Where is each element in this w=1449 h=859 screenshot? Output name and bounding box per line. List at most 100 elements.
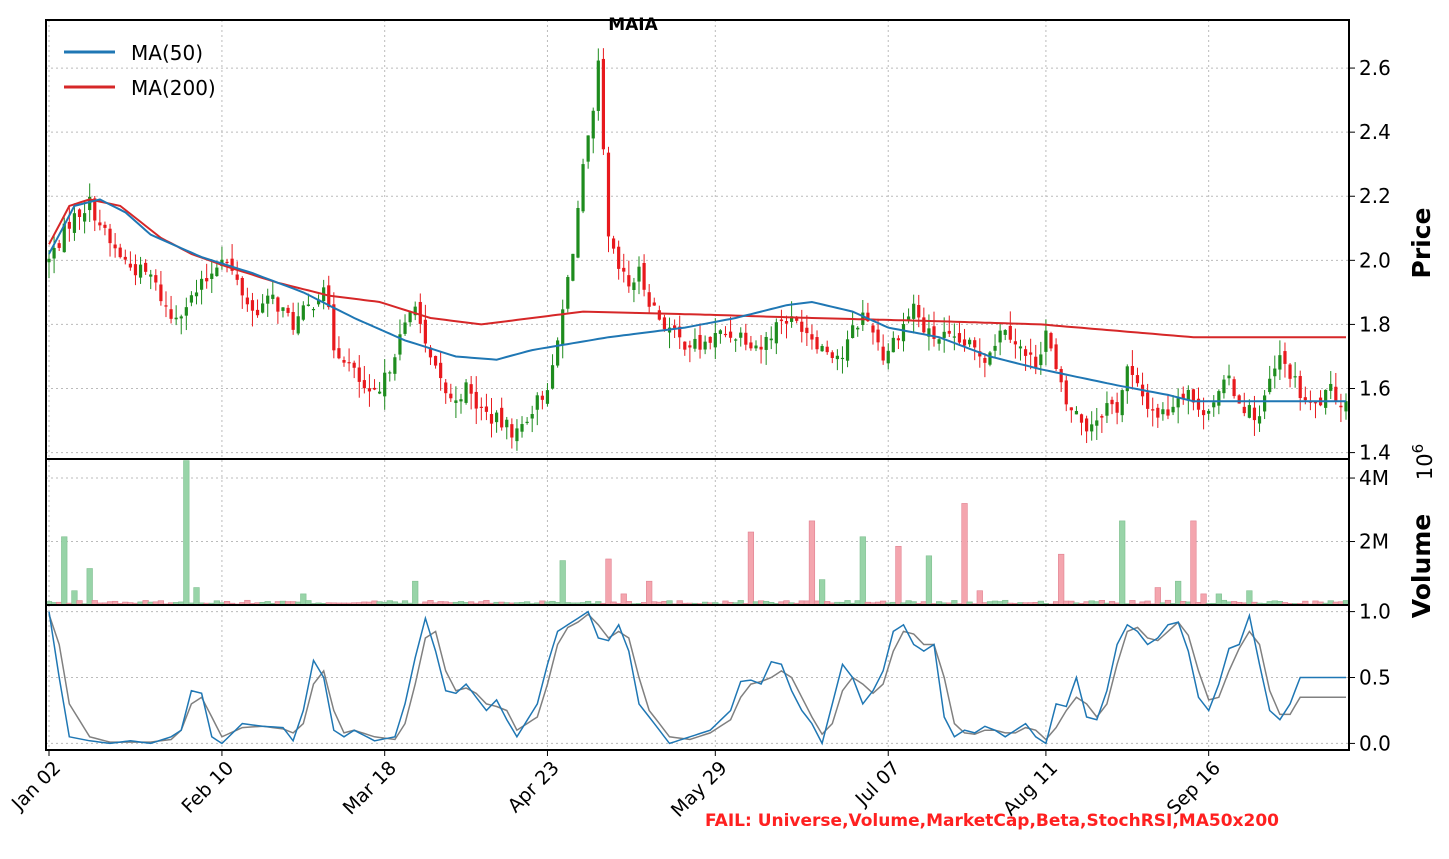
candle-body — [1252, 407, 1257, 421]
price-tick-label: 1.6 — [1359, 377, 1391, 401]
candle-body — [1242, 406, 1246, 414]
volume-bar — [605, 558, 612, 606]
candle-body — [398, 334, 402, 355]
candle-body — [978, 351, 982, 357]
candle-body — [922, 317, 926, 333]
candle-body — [662, 317, 667, 330]
volume-scale-label: 106 — [1409, 444, 1437, 480]
volume-bar — [183, 460, 190, 606]
candle-body — [1013, 341, 1017, 345]
candle-body — [1273, 368, 1277, 377]
volume-bar — [895, 545, 902, 606]
candle-body — [530, 414, 534, 419]
candle-body — [525, 421, 529, 424]
stoch-tick-label: 1.0 — [1359, 600, 1391, 624]
candle-body — [820, 345, 824, 352]
candle-body — [1329, 383, 1333, 391]
candle-body — [444, 382, 448, 394]
volume-tick-label: 4M — [1359, 466, 1389, 490]
volume-bar — [559, 560, 566, 606]
candle-body — [540, 395, 544, 400]
candle-body — [1135, 375, 1140, 384]
candle-body — [1105, 403, 1109, 416]
candle-body — [433, 355, 438, 366]
candle-body — [1186, 389, 1190, 401]
candle-body — [1003, 330, 1007, 335]
candle-body — [1288, 364, 1292, 379]
candle-body — [906, 316, 911, 321]
volume-bar — [1200, 593, 1207, 606]
candle-body — [983, 358, 987, 363]
candle-body — [642, 262, 646, 290]
candle-body — [1212, 402, 1216, 408]
candle-body — [403, 322, 407, 334]
candle-body — [378, 391, 382, 394]
candle-body — [1191, 389, 1196, 403]
candle-body — [1039, 354, 1043, 366]
volume-bar — [1119, 520, 1126, 606]
candle-body — [566, 277, 570, 309]
candle-body — [194, 292, 199, 297]
candle-body — [489, 413, 494, 424]
candle-body — [479, 406, 483, 408]
candle-body — [840, 357, 845, 360]
candle-body — [347, 362, 351, 364]
volume-bar — [1058, 553, 1065, 606]
candle-body — [1054, 344, 1058, 369]
candle-body — [1334, 386, 1338, 402]
candle-body — [1069, 407, 1073, 411]
candle-body — [362, 380, 366, 389]
candle-body — [62, 223, 66, 253]
candle-body — [657, 310, 661, 320]
volume-bar — [1246, 590, 1253, 606]
candle-body — [393, 357, 397, 374]
candle-body — [342, 360, 346, 363]
candle-body — [1023, 349, 1028, 356]
candle-body — [428, 347, 433, 358]
candle-body — [871, 325, 875, 333]
candle-body — [779, 319, 784, 322]
candle-body — [250, 300, 255, 311]
price-tick-label: 2.4 — [1359, 120, 1391, 144]
candle-body — [688, 345, 692, 348]
candle-body — [947, 330, 951, 334]
volume-bar — [819, 579, 826, 606]
volume-bar — [961, 503, 968, 606]
candle-body — [1151, 409, 1155, 411]
candle-body — [713, 332, 717, 348]
candle-body — [596, 60, 600, 111]
candle-body — [1324, 389, 1328, 408]
legend-label-ma50: MA(50) — [131, 41, 203, 65]
chart-title: MAIA — [608, 15, 658, 35]
candle-body — [1130, 366, 1134, 375]
candle-body — [88, 196, 92, 211]
candle-body — [1018, 346, 1023, 349]
candle-body — [184, 307, 188, 316]
candle-body — [535, 395, 539, 410]
candle-body — [1079, 414, 1084, 423]
candle-body — [1247, 405, 1251, 418]
stoch-k-line — [48, 610, 1346, 746]
candle-body — [1171, 406, 1175, 413]
candle-body — [164, 305, 168, 307]
candle-body — [159, 284, 163, 302]
candle-body — [1344, 401, 1348, 412]
candle-body — [1095, 420, 1099, 426]
candle-body — [784, 320, 789, 324]
candle-body — [1090, 424, 1094, 432]
candle-body — [1263, 395, 1267, 412]
candle-body — [1293, 376, 1297, 378]
candle-body — [266, 295, 270, 304]
candle-body — [144, 262, 148, 272]
candle-body — [754, 345, 758, 349]
candle-body — [1268, 378, 1272, 393]
candle-body — [1278, 355, 1282, 370]
candle-body — [800, 321, 804, 332]
candle-body — [271, 294, 275, 299]
candle-body — [703, 341, 707, 350]
candle-body — [545, 390, 550, 404]
volume-bar — [300, 593, 307, 606]
candle-body — [367, 388, 372, 392]
candle-body — [108, 228, 112, 244]
stoch-tick-label: 0.0 — [1359, 731, 1391, 755]
